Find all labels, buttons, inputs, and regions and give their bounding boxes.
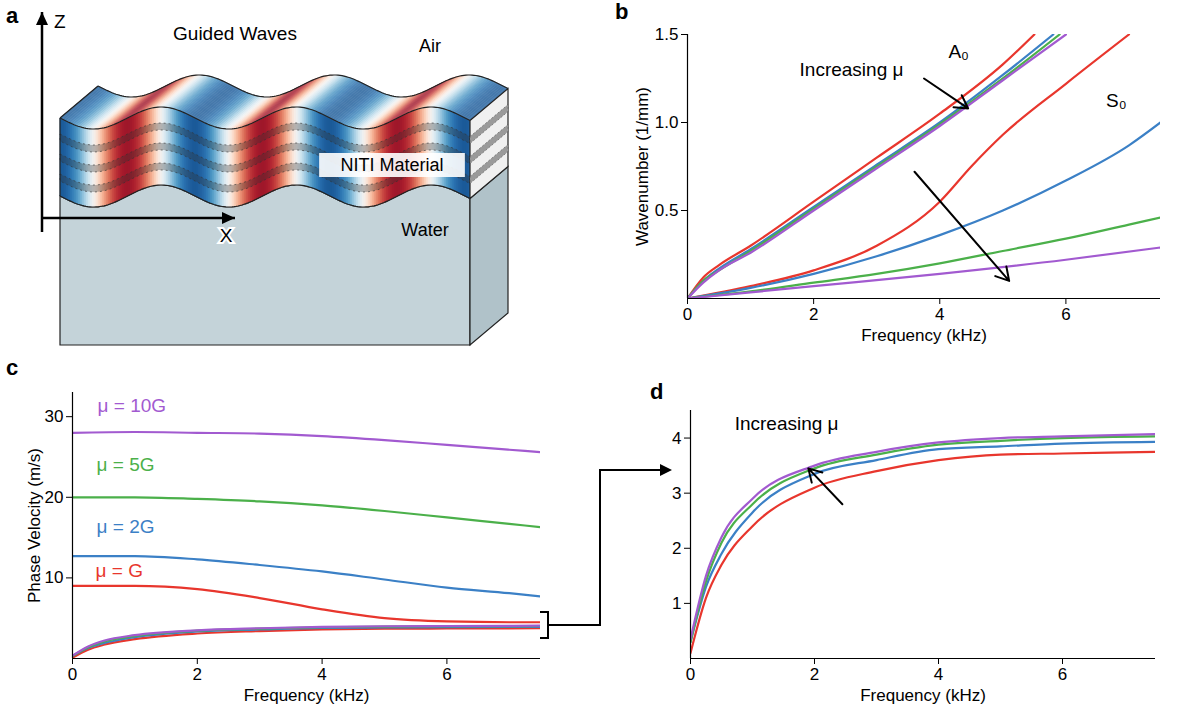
html-text:b: b — [615, 0, 629, 24]
svg-text:Z: Z — [54, 11, 66, 32]
html-text:c: c — [6, 355, 19, 380]
svg-text:1: 1 — [672, 594, 681, 613]
svg-text:10: 10 — [45, 568, 64, 587]
svg-text:Frequency (kHz): Frequency (kHz) — [860, 686, 986, 705]
svg-text:20: 20 — [45, 488, 64, 507]
svg-text:A₀: A₀ — [948, 41, 969, 62]
svg-text:Increasing μ: Increasing μ — [800, 59, 904, 80]
svg-text:μ = G: μ = G — [96, 560, 143, 581]
svg-text:6: 6 — [442, 665, 451, 684]
svg-text:Wavenumber (1/mm): Wavenumber (1/mm) — [633, 87, 652, 246]
svg-text:2: 2 — [672, 539, 681, 558]
svg-text:Guided Waves: Guided Waves — [173, 23, 297, 44]
svg-text:6: 6 — [1061, 305, 1070, 324]
svg-text:Increasing μ: Increasing μ — [735, 413, 839, 434]
svg-text:μ = 5G: μ = 5G — [97, 454, 155, 475]
svg-text:2: 2 — [810, 665, 819, 684]
svg-text:Phase Velocity (m/s): Phase Velocity (m/s) — [25, 448, 44, 603]
svg-text:NITI Material: NITI Material — [340, 155, 443, 175]
html-text:d: d — [650, 379, 664, 404]
svg-text:2: 2 — [193, 665, 202, 684]
svg-text:2: 2 — [809, 305, 818, 324]
svg-text:μ = 10G: μ = 10G — [98, 395, 167, 416]
svg-text:4: 4 — [935, 305, 944, 324]
svg-text:4: 4 — [317, 665, 326, 684]
html-text:a: a — [6, 3, 19, 28]
svg-text:0.5: 0.5 — [655, 201, 679, 220]
svg-text:Water: Water — [401, 220, 448, 240]
svg-text:Air: Air — [419, 36, 441, 56]
svg-text:X: X — [220, 225, 233, 246]
svg-text:0: 0 — [68, 665, 77, 684]
svg-text:μ = 2G: μ = 2G — [97, 516, 155, 537]
svg-text:4: 4 — [672, 428, 681, 447]
svg-text:4: 4 — [934, 665, 943, 684]
svg-text:S₀: S₀ — [1106, 90, 1127, 111]
svg-text:0: 0 — [683, 305, 692, 324]
svg-text:Frequency (kHz): Frequency (kHz) — [244, 686, 370, 705]
svg-text:30: 30 — [45, 407, 64, 426]
svg-text:6: 6 — [1058, 665, 1067, 684]
svg-text:0: 0 — [686, 665, 695, 684]
svg-text:Frequency (kHz): Frequency (kHz) — [861, 326, 987, 345]
svg-text:1.0: 1.0 — [655, 113, 679, 132]
svg-text:3: 3 — [672, 484, 681, 503]
svg-text:1.5: 1.5 — [655, 25, 679, 44]
